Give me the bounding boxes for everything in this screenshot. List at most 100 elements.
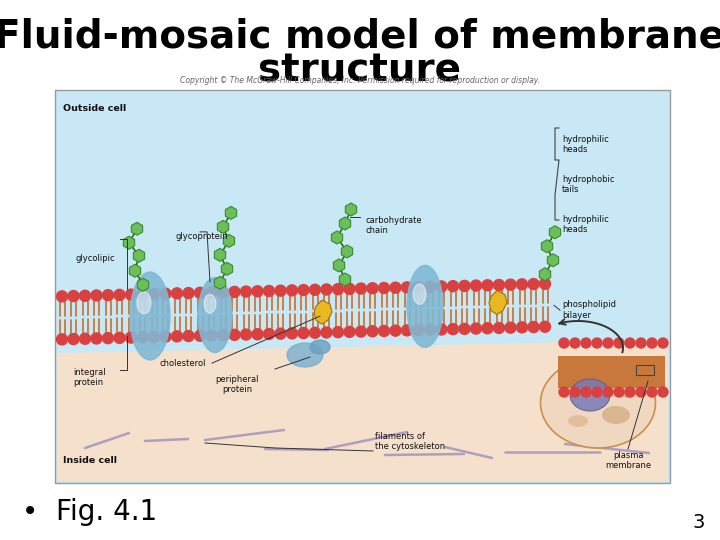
Ellipse shape <box>198 278 232 353</box>
Text: cholesterol: cholesterol <box>160 359 207 368</box>
Circle shape <box>298 285 309 295</box>
Circle shape <box>356 283 366 294</box>
Text: plasma
membrane: plasma membrane <box>605 451 651 470</box>
Circle shape <box>367 326 378 337</box>
Circle shape <box>171 331 182 342</box>
Polygon shape <box>223 234 235 247</box>
Circle shape <box>625 338 635 348</box>
Ellipse shape <box>541 358 655 448</box>
Text: glycoprotein: glycoprotein <box>175 232 228 241</box>
Circle shape <box>160 288 171 299</box>
Circle shape <box>390 325 401 336</box>
Polygon shape <box>489 291 507 315</box>
Circle shape <box>287 285 297 296</box>
Circle shape <box>183 330 194 342</box>
Circle shape <box>658 338 668 348</box>
Circle shape <box>137 289 148 300</box>
Circle shape <box>436 281 447 292</box>
Polygon shape <box>123 237 135 249</box>
Polygon shape <box>339 273 351 286</box>
Circle shape <box>91 333 102 344</box>
Circle shape <box>470 280 482 291</box>
Circle shape <box>636 387 646 397</box>
Circle shape <box>148 288 160 300</box>
Circle shape <box>493 322 505 334</box>
Circle shape <box>425 281 436 292</box>
Ellipse shape <box>310 340 330 354</box>
Polygon shape <box>57 340 668 481</box>
Circle shape <box>264 286 274 296</box>
Text: carbohydrate
chain: carbohydrate chain <box>365 216 422 235</box>
Text: 3: 3 <box>693 512 705 531</box>
Polygon shape <box>221 262 233 275</box>
Circle shape <box>658 387 668 397</box>
Circle shape <box>459 280 470 292</box>
Circle shape <box>425 324 436 335</box>
Circle shape <box>102 333 114 343</box>
Circle shape <box>539 278 551 289</box>
Circle shape <box>603 387 613 397</box>
Circle shape <box>171 288 182 299</box>
Text: Fluid-mosaic model of membrane: Fluid-mosaic model of membrane <box>0 18 720 56</box>
Circle shape <box>68 291 79 301</box>
Ellipse shape <box>137 292 151 314</box>
Ellipse shape <box>602 406 630 424</box>
Circle shape <box>310 327 320 338</box>
Polygon shape <box>549 226 561 239</box>
Polygon shape <box>341 245 353 258</box>
Circle shape <box>570 338 580 348</box>
Polygon shape <box>547 254 559 267</box>
Polygon shape <box>217 220 229 233</box>
Text: integral
protein: integral protein <box>73 368 106 387</box>
Polygon shape <box>339 217 351 230</box>
Polygon shape <box>225 206 237 219</box>
Circle shape <box>333 327 343 338</box>
Circle shape <box>344 284 355 294</box>
Circle shape <box>217 287 228 298</box>
Circle shape <box>482 323 493 334</box>
Circle shape <box>194 287 205 298</box>
Circle shape <box>125 332 137 343</box>
Polygon shape <box>215 248 225 261</box>
Text: •  Fig. 4.1: • Fig. 4.1 <box>22 498 157 526</box>
Circle shape <box>516 322 528 333</box>
FancyBboxPatch shape <box>558 356 665 388</box>
Circle shape <box>528 321 539 333</box>
Circle shape <box>240 329 251 340</box>
Text: peripheral
protein: peripheral protein <box>215 375 258 394</box>
Circle shape <box>647 338 657 348</box>
Circle shape <box>356 326 366 337</box>
Polygon shape <box>314 300 332 324</box>
Circle shape <box>183 288 194 299</box>
Circle shape <box>114 289 125 300</box>
Text: phospholipid
bilayer: phospholipid bilayer <box>562 300 616 320</box>
Circle shape <box>125 289 137 300</box>
Circle shape <box>539 321 551 332</box>
Circle shape <box>229 286 240 298</box>
Circle shape <box>194 330 205 341</box>
Polygon shape <box>346 203 356 216</box>
Circle shape <box>137 332 148 343</box>
Text: Inside cell: Inside cell <box>63 456 117 465</box>
Circle shape <box>470 323 482 334</box>
Circle shape <box>275 328 286 339</box>
Circle shape <box>229 329 240 340</box>
Ellipse shape <box>204 294 216 313</box>
Circle shape <box>625 387 635 397</box>
Polygon shape <box>333 259 345 272</box>
Text: Outside cell: Outside cell <box>63 104 126 113</box>
Circle shape <box>603 338 613 348</box>
Ellipse shape <box>407 265 443 347</box>
Text: hydrophilic
heads: hydrophilic heads <box>562 215 608 234</box>
Circle shape <box>206 330 217 341</box>
Polygon shape <box>133 249 145 262</box>
Polygon shape <box>215 276 225 289</box>
Circle shape <box>581 387 591 397</box>
Ellipse shape <box>130 272 170 360</box>
Ellipse shape <box>620 388 636 398</box>
Polygon shape <box>539 268 551 281</box>
Circle shape <box>298 328 309 339</box>
Circle shape <box>528 279 539 289</box>
Text: hydrophilic
heads: hydrophilic heads <box>562 135 608 154</box>
Polygon shape <box>541 240 553 253</box>
